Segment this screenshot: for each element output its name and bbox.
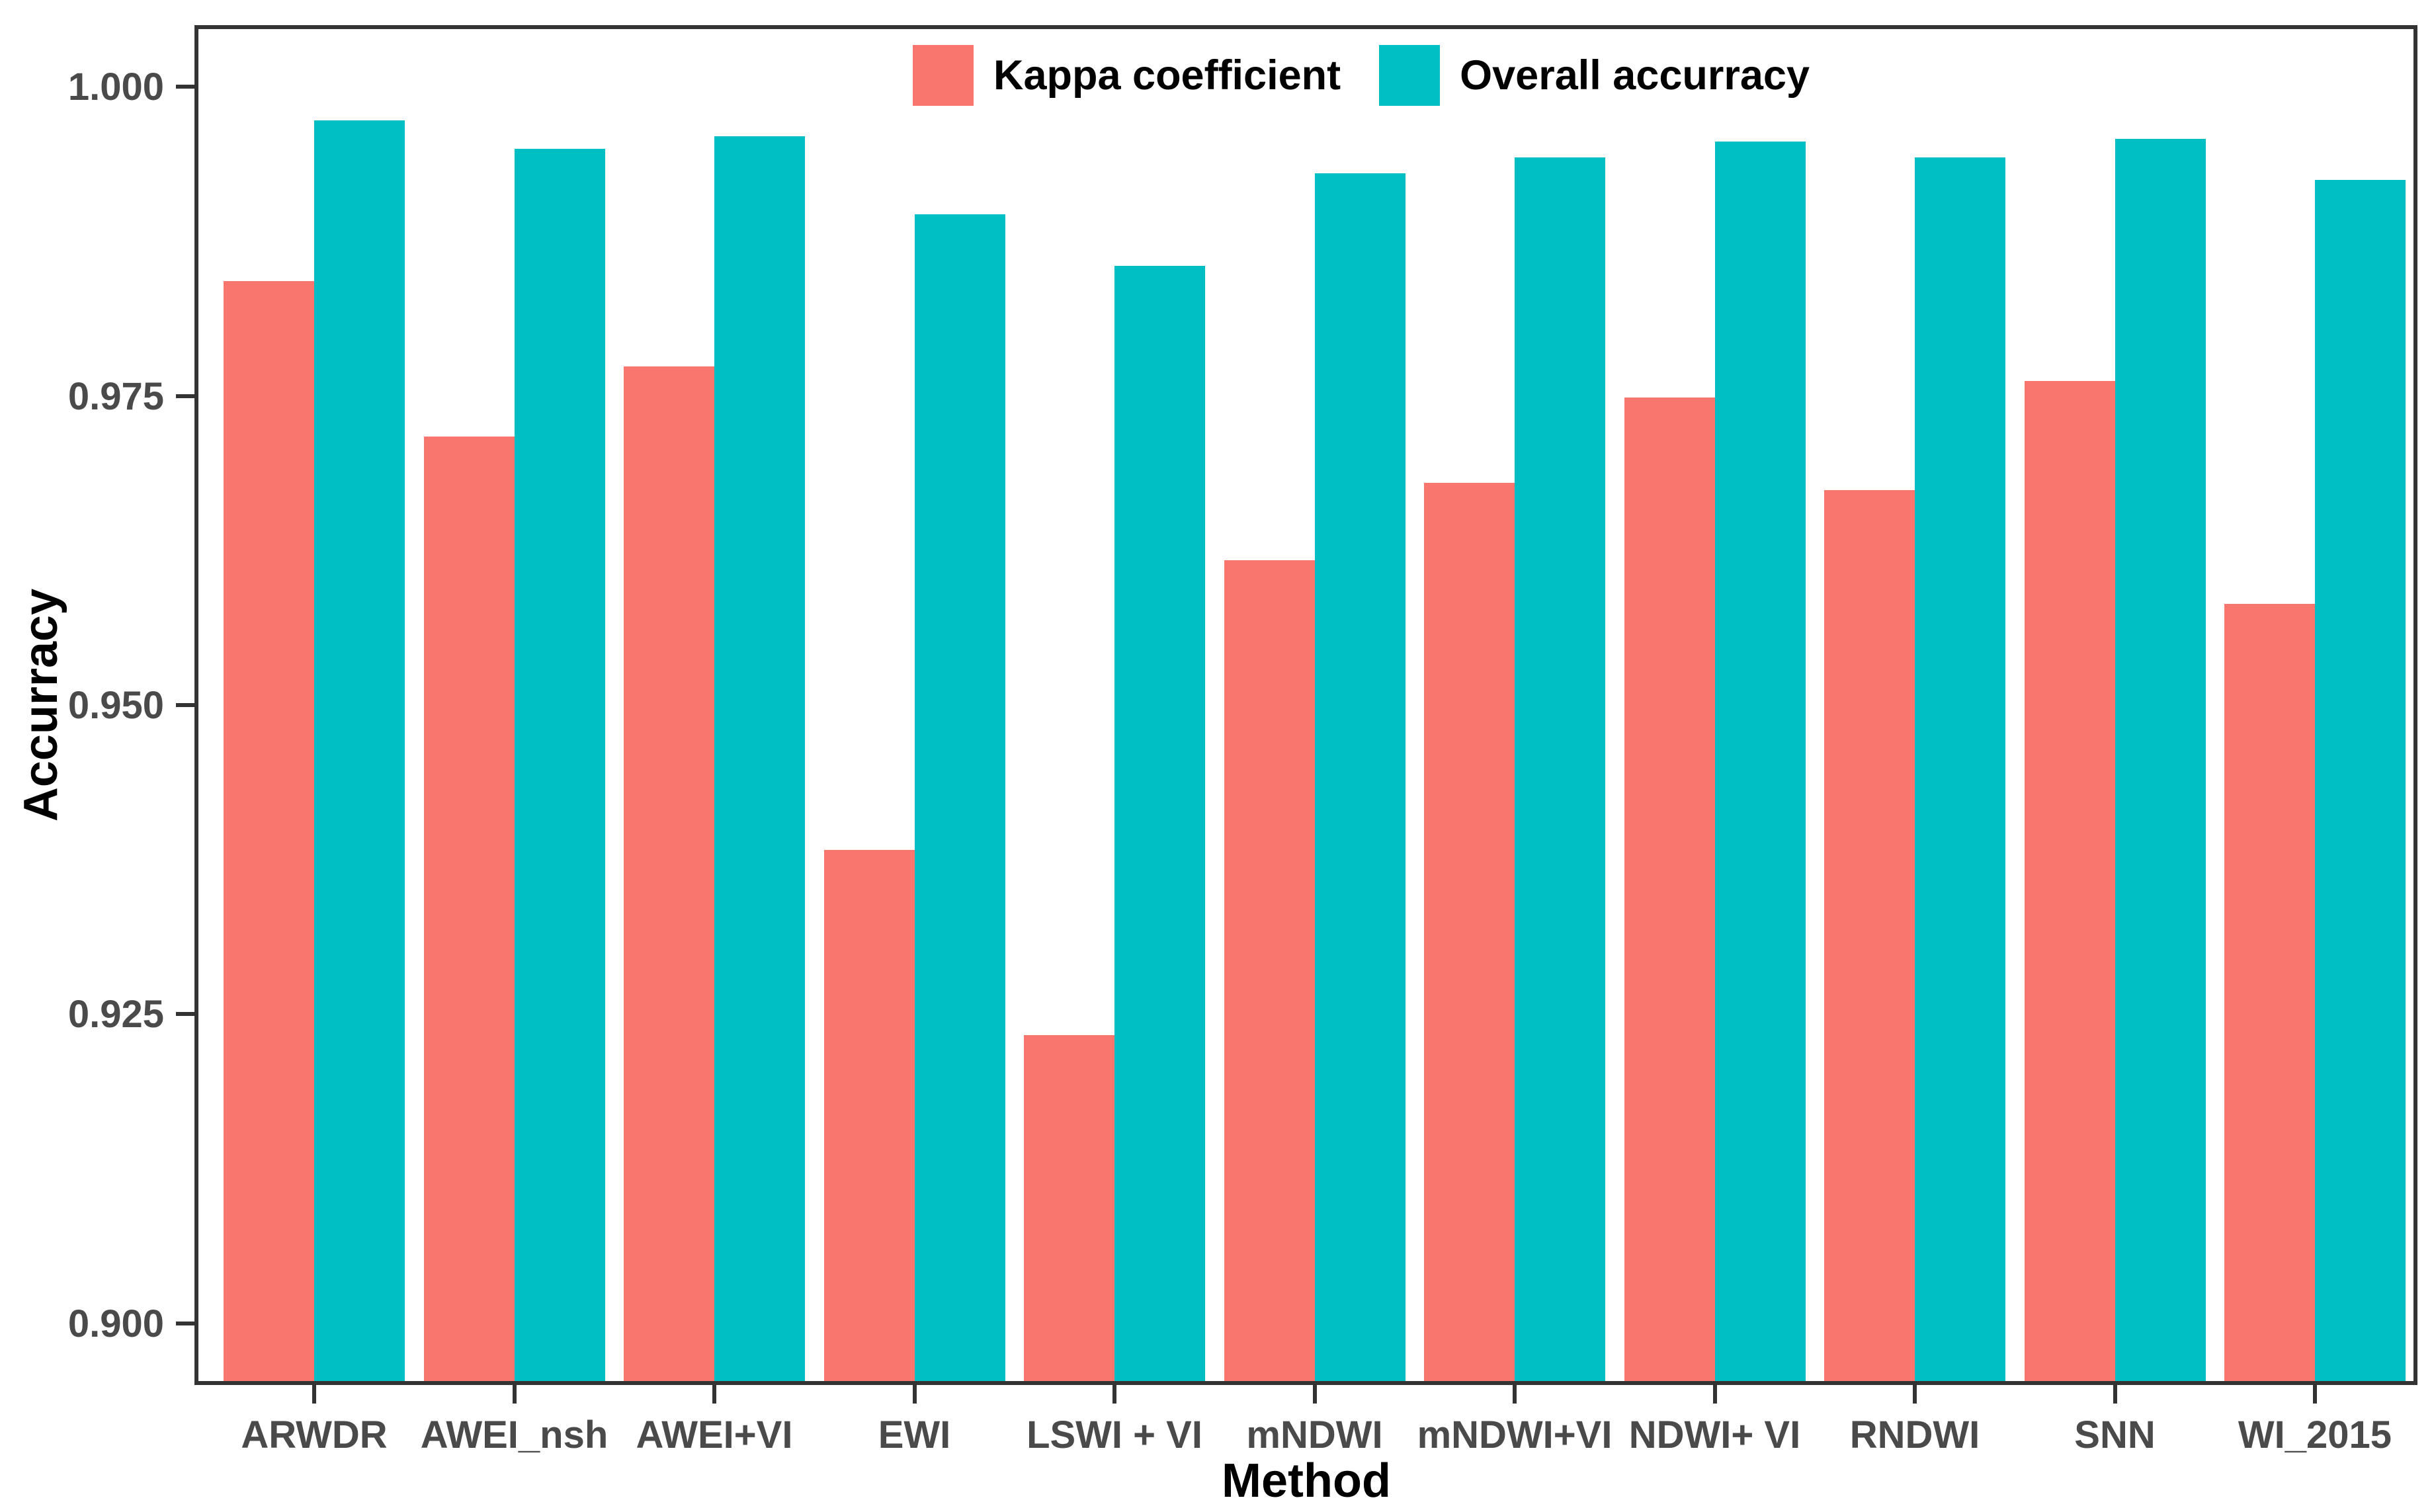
bar-overall-accuracy-mNDWI+VI [1515, 157, 1605, 1385]
overall-accuracy-legend-swatch [1379, 45, 1441, 106]
x-tick-label-AWEI_nsh: AWEI_nsh [420, 1413, 608, 1456]
bar-kappa-WI_2015 [2224, 603, 2315, 1385]
bar-overall-accuracy-WI_2015 [2315, 179, 2406, 1385]
x-tick-label-ARWDR: ARWDR [241, 1413, 388, 1456]
y-tick-0.950 [176, 703, 194, 707]
bar-kappa-ARWDR [224, 280, 314, 1385]
x-tick-mNDWI [1312, 1385, 1317, 1404]
bar-overall-accuracy-RNDWI [1915, 157, 2005, 1385]
x-tick-label-NDWI+ VI: NDWI+ VI [1628, 1413, 1801, 1456]
bar-kappa-mNDWI+VI [1424, 482, 1515, 1385]
x-tick-label-SNN: SNN [2074, 1413, 2156, 1456]
y-tick-label-0.900: 0.900 [67, 1302, 164, 1345]
bar-kappa-AWEI+VI [624, 366, 714, 1385]
overall-accuracy-legend-label: Overall accurracy [1460, 52, 1810, 99]
x-axis-title: Method [1222, 1454, 1391, 1507]
x-tick-label-AWEI+VI: AWEI+VI [636, 1413, 793, 1456]
bar-kappa-mNDWI [1224, 560, 1315, 1385]
y-axis-title: Accurracy [15, 588, 67, 822]
y-tick-1.000 [176, 85, 194, 89]
bar-overall-accuracy-AWEI_nsh [514, 148, 605, 1385]
bar-overall-accuracy-NDWI+ VI [1714, 141, 1806, 1385]
bar-overall-accuracy-ARWDR [314, 120, 405, 1385]
bar-kappa-RNDWI [1824, 489, 1915, 1385]
y-tick-label-1.000: 1.000 [67, 65, 164, 109]
x-tick-label-EWI: EWI [878, 1413, 951, 1456]
x-tick-WI_2015 [2313, 1385, 2317, 1404]
bar-kappa-LSWI + VI [1024, 1035, 1114, 1385]
x-tick-label-RNDWI: RNDWI [1849, 1413, 1980, 1456]
y-tick-label-0.925: 0.925 [67, 993, 164, 1036]
x-tick-EWI [912, 1385, 917, 1404]
kappa-legend-swatch [913, 45, 974, 106]
y-tick-label-0.950: 0.950 [67, 684, 164, 727]
x-tick-SNN [2113, 1385, 2117, 1404]
x-tick-ARWDR [312, 1385, 316, 1404]
bar-overall-accuracy-mNDWI [1314, 173, 1405, 1385]
x-tick-label-LSWI + VI: LSWI + VI [1027, 1413, 1202, 1456]
x-tick-label-WI_2015: WI_2015 [2238, 1413, 2392, 1456]
x-tick-mNDWI+VI [1513, 1385, 1517, 1404]
x-tick-NDWI+ VI [1712, 1385, 1717, 1404]
kappa-legend-label: Kappa coefficient [993, 52, 1341, 99]
y-tick-0.900 [176, 1321, 194, 1325]
x-tick-RNDWI [1913, 1385, 1917, 1404]
y-tick-0.925 [176, 1012, 194, 1017]
bar-overall-accuracy-SNN [2115, 138, 2206, 1385]
bar-kappa-NDWI+ VI [1624, 397, 1715, 1385]
bar-overall-accuracy-EWI [914, 214, 1005, 1385]
legend: Kappa coefficient Overall accurracy [913, 45, 1810, 106]
bar-overall-accuracy-AWEI+VI [714, 136, 805, 1385]
bar-kappa-EWI [823, 849, 915, 1385]
bar-kappa-SNN [2024, 381, 2115, 1385]
y-tick-label-0.975: 0.975 [67, 374, 164, 418]
x-tick-LSWI + VI [1112, 1385, 1116, 1404]
x-tick-AWEI_nsh [512, 1385, 517, 1404]
bar-overall-accuracy-LSWI + VI [1114, 266, 1205, 1385]
bar-kappa-AWEI_nsh [423, 437, 515, 1385]
x-tick-label-mNDWI+VI: mNDWI+VI [1417, 1413, 1613, 1456]
x-tick-label-mNDWI: mNDWI [1246, 1413, 1383, 1456]
x-tick-AWEI+VI [712, 1385, 716, 1404]
y-tick-0.975 [176, 394, 194, 398]
